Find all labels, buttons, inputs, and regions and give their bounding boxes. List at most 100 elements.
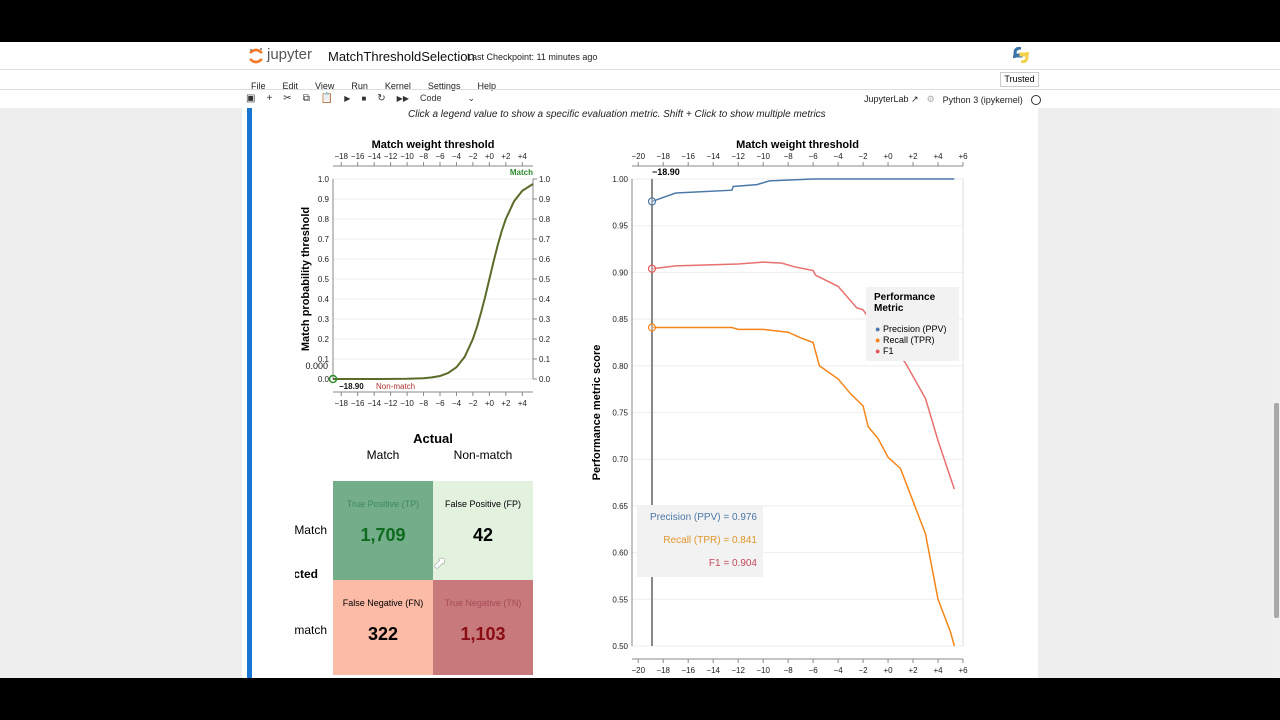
paste-icon[interactable]: 📋 xyxy=(320,93,334,104)
x-tick-label: −14 xyxy=(706,666,720,675)
x-tick-label: +2 xyxy=(908,152,918,161)
divider xyxy=(0,69,1280,70)
external-link-icon: ↗ xyxy=(911,94,919,104)
cell-label: True Negative (TN) xyxy=(444,598,522,608)
probability-line xyxy=(333,183,534,380)
y-tick-label: 0.7 xyxy=(318,235,330,244)
add-icon[interactable]: + xyxy=(266,93,273,104)
x-tick-label: −8 xyxy=(784,666,794,675)
cut-icon[interactable]: ✂ xyxy=(283,93,292,104)
legend-item-precision[interactable]: ● Precision (PPV) xyxy=(875,324,946,335)
series-line-f1 xyxy=(651,261,956,490)
x-tick-label: −16 xyxy=(351,152,365,161)
x-tick-label: −2 xyxy=(468,399,478,408)
x-tick-label: −2 xyxy=(859,666,869,675)
x-tick-label: −8 xyxy=(784,152,794,161)
x-tick-label: −4 xyxy=(452,399,462,408)
legend-dot-icon: ● xyxy=(875,335,881,345)
legend-label: F1 xyxy=(882,346,894,356)
y-tick-label: 0.65 xyxy=(612,502,628,511)
row-labels: Match Predicted Non-match xyxy=(295,480,332,680)
y-tick-label-right: 0.5 xyxy=(539,275,551,284)
trusted-badge[interactable]: Trusted xyxy=(1000,72,1039,87)
y-tick-label: 1.00 xyxy=(612,175,628,184)
menu-file[interactable]: File xyxy=(251,81,266,91)
jupyter-logo-icon xyxy=(248,46,264,66)
actual-heading: Actual xyxy=(413,431,453,446)
x-tick-label: −4 xyxy=(834,152,844,161)
x-tick-label: +4 xyxy=(933,152,943,161)
x-tick-label: +6 xyxy=(958,152,968,161)
y-tick-label: 1.0 xyxy=(318,175,330,184)
menu-kernel[interactable]: Kernel xyxy=(384,81,411,91)
notebook-title[interactable]: MatchThresholdSelection xyxy=(328,49,475,64)
legend-dot-icon: ● xyxy=(875,324,881,334)
legend-items: ● Precision (PPV) ● Recall (TPR) ● F1 xyxy=(875,324,946,357)
x-tick-label: −18 xyxy=(656,666,670,675)
x-tick-label: −4 xyxy=(452,152,462,161)
cell-true-negative: True Negative (TN) 1,103 xyxy=(433,580,533,675)
chevron-down-icon: ⌄ xyxy=(467,93,475,103)
menu-settings[interactable]: Settings xyxy=(427,81,461,91)
save-icon[interactable]: ▣ xyxy=(246,93,256,104)
scrollbar-thumb[interactable] xyxy=(1274,403,1279,618)
x-tick-label: −6 xyxy=(435,399,445,408)
legend-item-f1[interactable]: ● F1 xyxy=(875,346,946,357)
x-tick-label: +4 xyxy=(518,152,528,161)
menu-bar: File Edit View Run Kernel Settings Help xyxy=(251,76,513,94)
y-tick-label: 0.4 xyxy=(318,295,330,304)
fast-forward-icon[interactable]: ▶▶ xyxy=(396,94,409,103)
menu-view[interactable]: View xyxy=(315,81,335,91)
x-tick-label: −12 xyxy=(731,152,745,161)
y-tick-label: 0.85 xyxy=(612,315,628,324)
x-tick-label: +0 xyxy=(485,399,495,408)
y-axis-title: Match probability threshold xyxy=(300,207,312,351)
y-tick-label: 0.75 xyxy=(612,409,628,418)
non-match-annotation: Non-match xyxy=(376,382,415,391)
run-icon[interactable]: ▶ xyxy=(344,94,351,103)
y-tick-label-right: 0.1 xyxy=(539,355,551,364)
x-tick-label: +4 xyxy=(518,399,528,408)
stop-icon[interactable]: ■ xyxy=(361,94,367,103)
copy-icon[interactable]: ⧉ xyxy=(302,93,310,104)
y-tick-label: 0.55 xyxy=(612,595,628,604)
cell-type-select[interactable]: Code ⌄ xyxy=(420,93,475,104)
jupyter-logo-text: jupyter xyxy=(267,46,313,63)
x-tick-label: −12 xyxy=(384,399,398,408)
threshold-point xyxy=(647,323,657,332)
menu-help[interactable]: Help xyxy=(477,81,496,91)
x-tick-label: +0 xyxy=(883,152,893,161)
x-tick-label: −2 xyxy=(468,152,478,161)
restart-icon[interactable]: ↻ xyxy=(377,93,386,104)
x-tick-label: +2 xyxy=(501,399,511,408)
x-tick-label: −10 xyxy=(756,666,770,675)
x-tick-label: −10 xyxy=(400,399,414,408)
tooltip-f1: F1 = 0.904 xyxy=(708,558,757,569)
mouse-cursor-icon: ⬈ xyxy=(433,555,447,572)
legend: Performance Metric ● Precision (PPV) ● R… xyxy=(866,287,959,361)
y-axis-title: Performance metric score xyxy=(591,345,603,481)
tooltip: Precision (PPV) = 0.976 Recall (TPR) = 0… xyxy=(637,505,763,577)
kernel-status-icon xyxy=(1030,94,1041,105)
y-tick-label: 0.90 xyxy=(612,268,628,277)
y-tick-label-right: 0.4 xyxy=(539,295,551,304)
legend-label: Recall (TPR) xyxy=(882,335,935,345)
series-line-precision-ppv- xyxy=(651,178,955,203)
legend-item-recall[interactable]: ● Recall (TPR) xyxy=(875,335,946,346)
y-tick-label: 0.80 xyxy=(612,362,628,371)
col-label-non-match: Non-match xyxy=(453,448,513,462)
tooltip-precision: Precision (PPV) = 0.976 xyxy=(650,512,757,523)
menu-edit[interactable]: Edit xyxy=(282,81,299,91)
charts-layer: 0.0 0.00.1 0.10.2 0.20.3 0.30.4 0.40.5 0.50.6 0… xyxy=(300,139,968,675)
x-tick-label: −10 xyxy=(756,152,770,161)
jupyterlab-link[interactable]: JupyterLab ↗ xyxy=(864,94,919,105)
menu-run[interactable]: Run xyxy=(351,81,368,91)
y-tick-label: 0.8 xyxy=(318,215,330,224)
scrollbar[interactable] xyxy=(1272,108,1280,678)
x-tick-label: −12 xyxy=(384,152,398,161)
y-tick-label: 0.6 xyxy=(318,255,330,264)
kernel-name[interactable]: Python 3 (ipykernel) xyxy=(942,94,1023,105)
x-tick-label: −20 xyxy=(631,152,645,161)
performance-chart: 0.50 0.55 0.60 0.65 0.70 0.75 0.80 0.85 0.90 0.95… xyxy=(591,139,968,675)
x-tick-label: −6 xyxy=(435,152,445,161)
